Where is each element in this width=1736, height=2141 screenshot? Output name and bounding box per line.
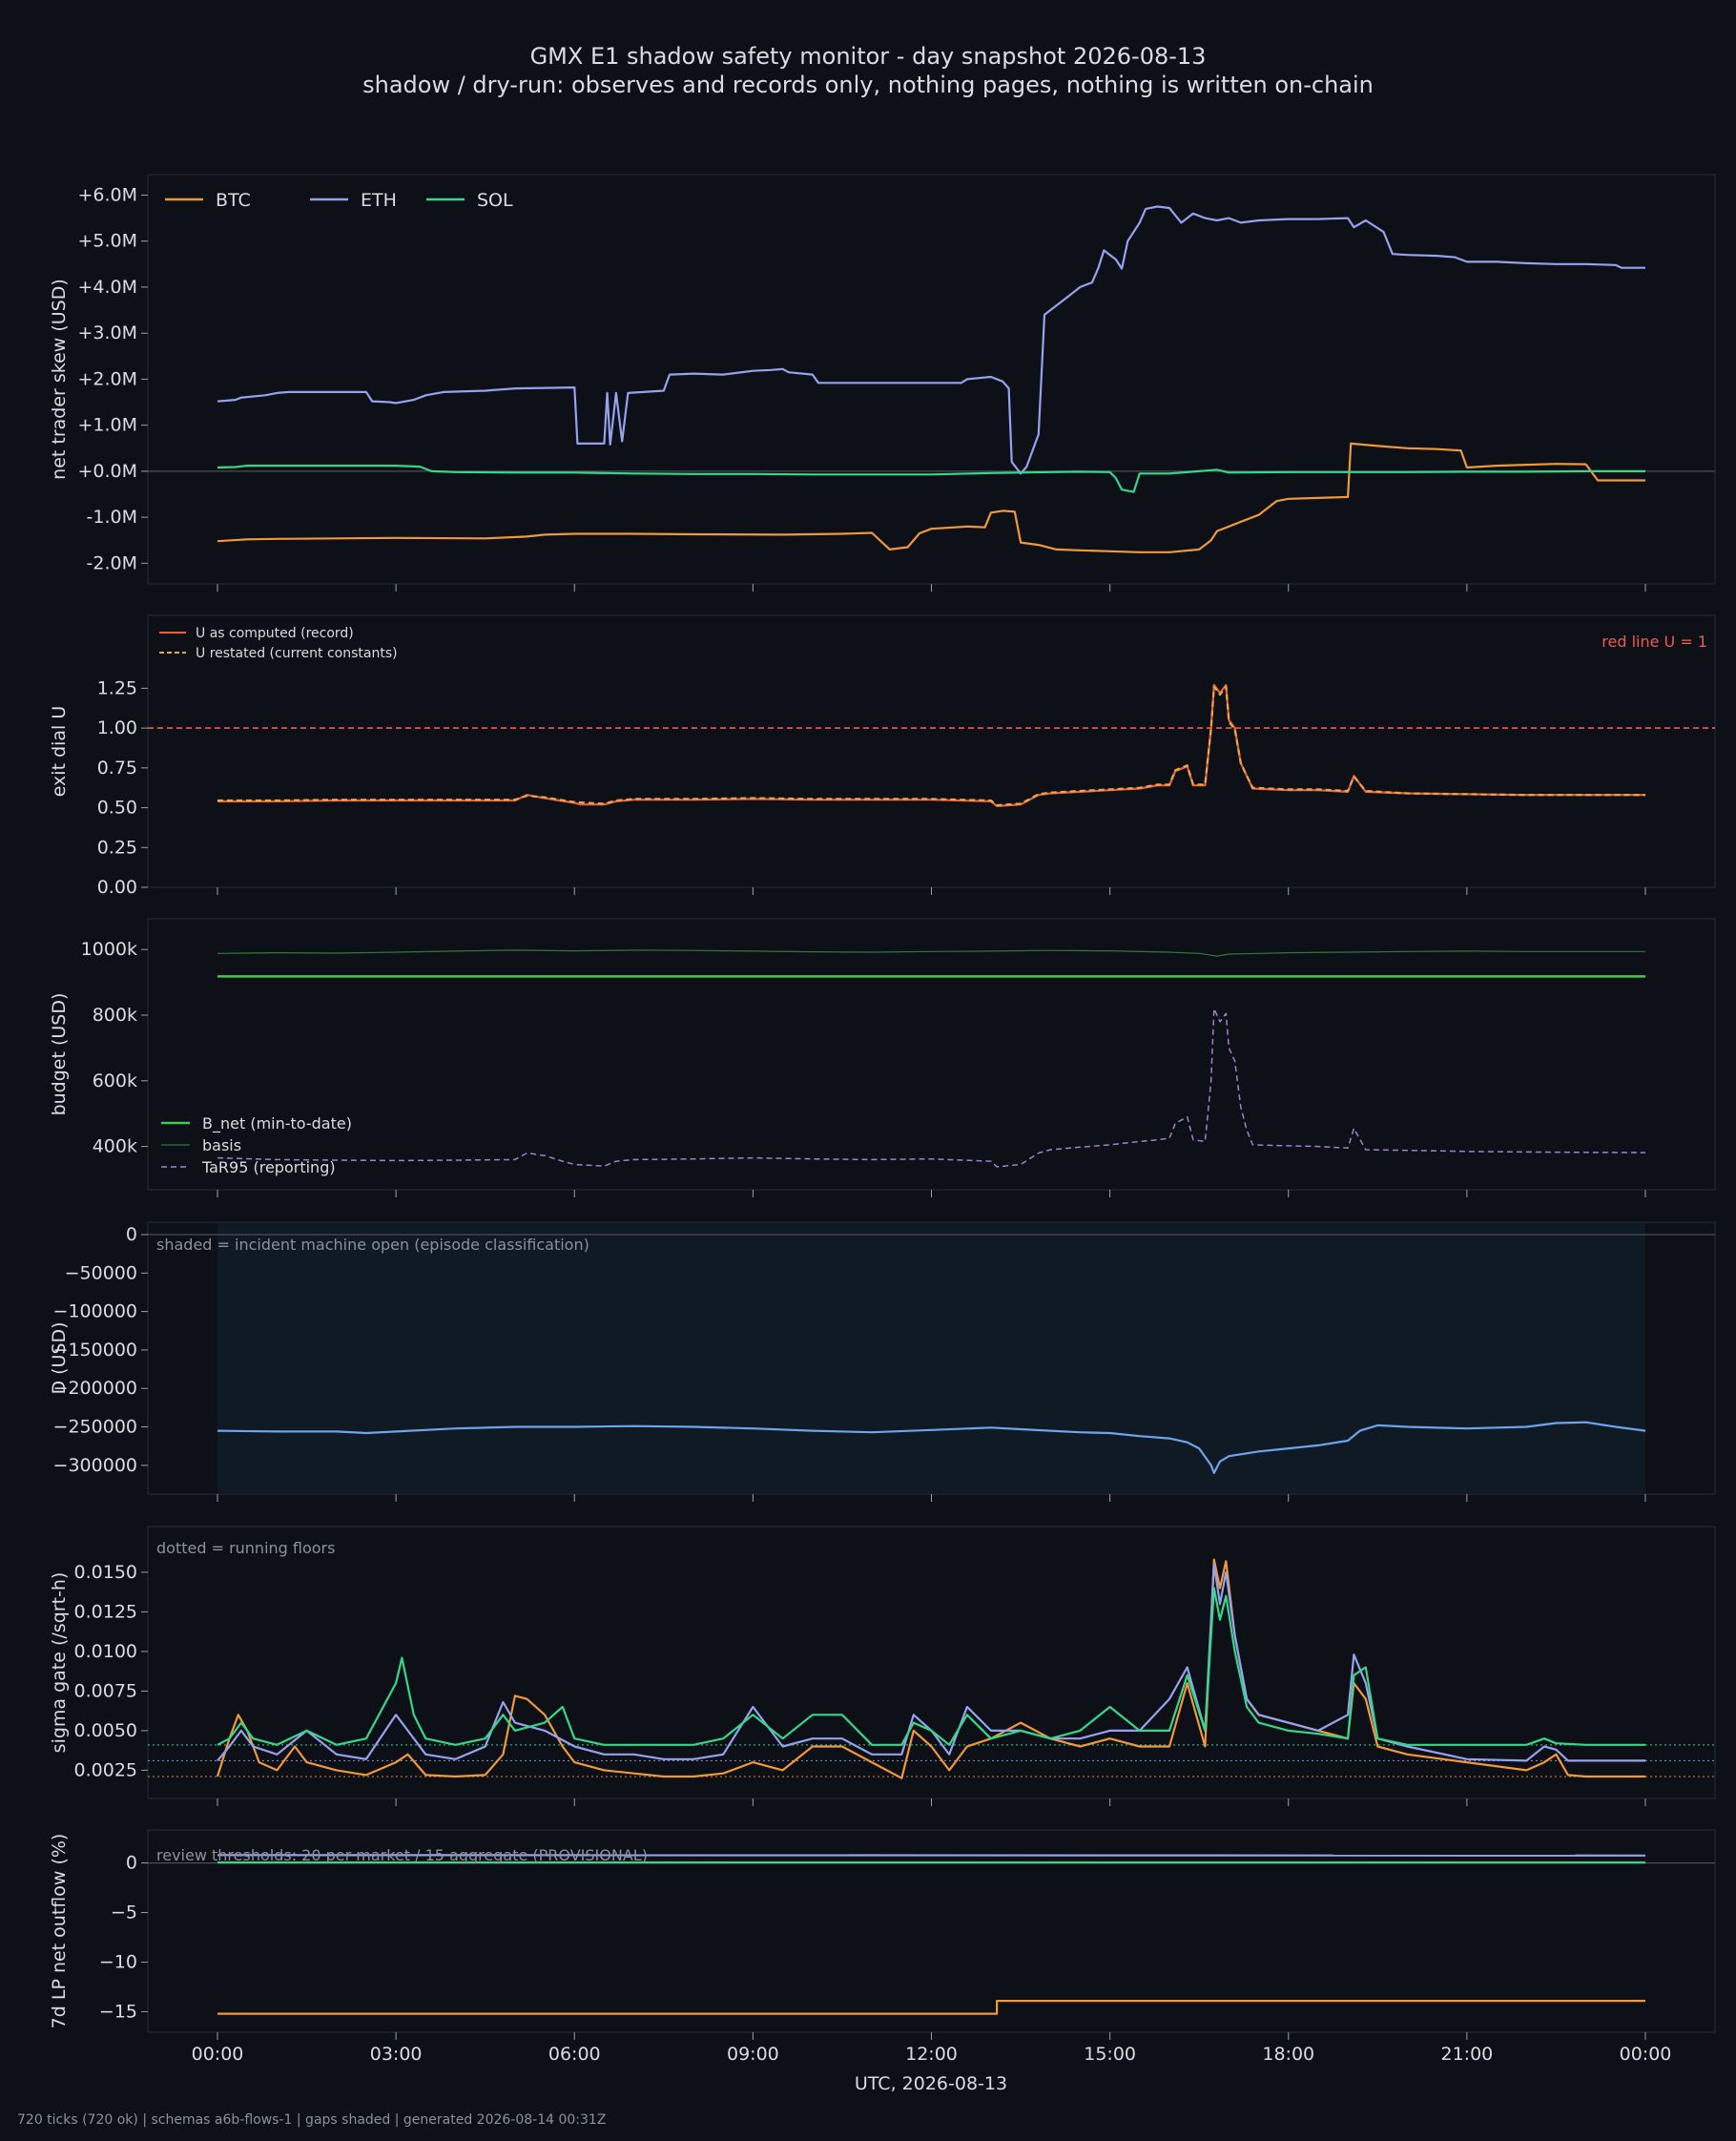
- y-tick-label: +0.0M: [77, 461, 137, 482]
- y-tick-label: 0.0125: [74, 1601, 137, 1622]
- y-axis-label: D (USD): [49, 1321, 70, 1394]
- y-tick-label: 0.0150: [74, 1562, 137, 1583]
- legend-label: BTC: [216, 190, 251, 211]
- legend-label: SOL: [477, 190, 513, 211]
- y-tick-label: 800k: [93, 1005, 137, 1026]
- y-axis-label: 7d LP net outflow (%): [49, 1834, 70, 2029]
- y-tick-label: +4.0M: [77, 277, 137, 298]
- y-axis-label: net trader skew (USD): [49, 279, 70, 480]
- y-tick-label: +3.0M: [77, 322, 137, 343]
- y-tick-label: +6.0M: [77, 184, 137, 205]
- y-tick-label: 0.75: [97, 758, 137, 779]
- y-tick-label: 0.25: [97, 837, 137, 858]
- panel-budget: 1000k 800k 600k 400k budget (USD) B_net (min-…: [49, 918, 1716, 1197]
- series-line-u-as-computed-record: [217, 683, 1645, 807]
- series-line-btc: [217, 2000, 1645, 2015]
- y-tick-label: −50000: [65, 1262, 137, 1283]
- y-tick-label: −100000: [53, 1301, 137, 1322]
- y-tick-label: −10: [99, 1952, 137, 1973]
- y-tick-label: 0.0100: [74, 1641, 137, 1662]
- y-tick-label: 1.25: [97, 677, 137, 698]
- panel-annotation: shaded = incident machine open (episode …: [156, 1236, 589, 1254]
- legend-label: U restated (current constants): [196, 646, 398, 661]
- series-line-sol: [217, 1587, 1645, 1746]
- panel-sigma_gate: 0.0150 0.0125 0.0100 0.0075 0.0050 0.0025sigm…: [49, 1526, 1716, 1806]
- series-line-u-restated-current-constants: [217, 685, 1645, 807]
- y-tick-label: +5.0M: [77, 231, 137, 252]
- series-line-sol: [217, 465, 1645, 493]
- y-tick-label: +1.0M: [77, 415, 137, 436]
- red-line-annotation: red line U = 1: [1602, 633, 1707, 651]
- series-line-eth: [217, 205, 1645, 475]
- y-tick-label: -1.0M: [87, 507, 137, 528]
- figure-subtitle: shadow / dry-run: observes and records o…: [362, 72, 1374, 98]
- y-tick-label: 0.50: [97, 798, 137, 819]
- panel-annotation: dotted = running floors: [156, 1539, 335, 1557]
- panel-frame: [147, 174, 1716, 585]
- panel-annotation: review thresholds: 20 per market / 15 ag…: [156, 1846, 648, 1864]
- series-line-basis: [217, 949, 1645, 957]
- x-tick-label: 00:00: [1620, 2044, 1672, 2065]
- x-tick-label: 21:00: [1440, 2044, 1493, 2065]
- y-axis-label: exit dial U: [49, 706, 70, 798]
- y-tick-label: −150000: [53, 1340, 137, 1361]
- y-tick-label: −200000: [53, 1378, 137, 1399]
- x-axis-label: UTC, 2026-08-13: [855, 2073, 1007, 2094]
- y-tick-label: 0: [126, 1224, 137, 1245]
- panel-d_panel: 0 −50000 −100000 −150000 −200000 −250000 −3000…: [49, 1221, 1716, 1502]
- series-line-btc: [217, 442, 1645, 553]
- x-tick-label: 09:00: [727, 2044, 779, 2065]
- figure-title: GMX E1 shadow safety monitor - day snaps…: [530, 43, 1207, 70]
- x-tick-label: 06:00: [548, 2044, 601, 2065]
- y-tick-label: 600k: [93, 1070, 137, 1091]
- y-tick-label: 0.0075: [74, 1680, 137, 1701]
- legend-label: ETH: [361, 190, 397, 211]
- y-tick-label: 0.00: [97, 877, 137, 898]
- series-line-eth: [217, 1854, 1646, 1857]
- series-line-tar95-reporting: [217, 1008, 1646, 1168]
- y-tick-label: -2.0M: [87, 552, 137, 573]
- y-tick-label: −250000: [53, 1417, 137, 1438]
- x-tick-label: 00:00: [192, 2044, 244, 2065]
- y-tick-label: 0.0025: [74, 1759, 137, 1780]
- panel-frame: [147, 1526, 1716, 1799]
- panel-exit_dial: 1.25 1.00 0.75 0.50 0.25 0.00 exit dial U red l…: [49, 614, 1716, 898]
- x-tick-label: 18:00: [1262, 2044, 1314, 2065]
- y-tick-label: 0.0050: [74, 1720, 137, 1741]
- y-axis-label: budget (USD): [49, 993, 70, 1116]
- panels: +6.0M +5.0M +4.0M +3.0M +2.0M +1.0M +0.0M -1.0M…: [49, 174, 1716, 2094]
- legend-label: U as computed (record): [196, 626, 354, 641]
- y-tick-label: −15: [99, 2002, 137, 2023]
- y-axis-label: sigma gate (/sqrt-h): [49, 1572, 70, 1754]
- y-tick-label: 400k: [93, 1136, 137, 1157]
- legend-label: basis: [202, 1136, 241, 1154]
- incident-shade-band: [217, 1223, 1645, 1493]
- panel-skew: +6.0M +5.0M +4.0M +3.0M +2.0M +1.0M +0.0M -1.0M…: [49, 174, 1716, 592]
- series-line-eth: [217, 1563, 1645, 1762]
- x-tick-label: 15:00: [1084, 2044, 1136, 2065]
- panel-lp_outflow: 0 −5 −10 −15 7d LP net outflow (%) review thr…: [49, 1829, 1716, 2094]
- x-tick-label: 03:00: [370, 2044, 423, 2065]
- series-line-d: [217, 1421, 1646, 1474]
- y-tick-label: −5: [111, 1902, 137, 1923]
- legend-label: B_net (min-to-date): [202, 1114, 352, 1133]
- y-tick-label: 1.00: [97, 717, 137, 738]
- y-tick-label: +2.0M: [77, 368, 137, 389]
- panel-frame: [147, 918, 1716, 1191]
- y-tick-label: 0: [126, 1853, 137, 1874]
- x-tick-label: 12:00: [905, 2044, 958, 2065]
- y-tick-label: 1000k: [81, 939, 137, 960]
- legend-label: TaR95 (reporting): [201, 1158, 336, 1176]
- y-tick-label: −300000: [53, 1455, 137, 1476]
- figure-footer: 720 ticks (720 ok) | schemas a6b-flows-1…: [17, 2112, 606, 2128]
